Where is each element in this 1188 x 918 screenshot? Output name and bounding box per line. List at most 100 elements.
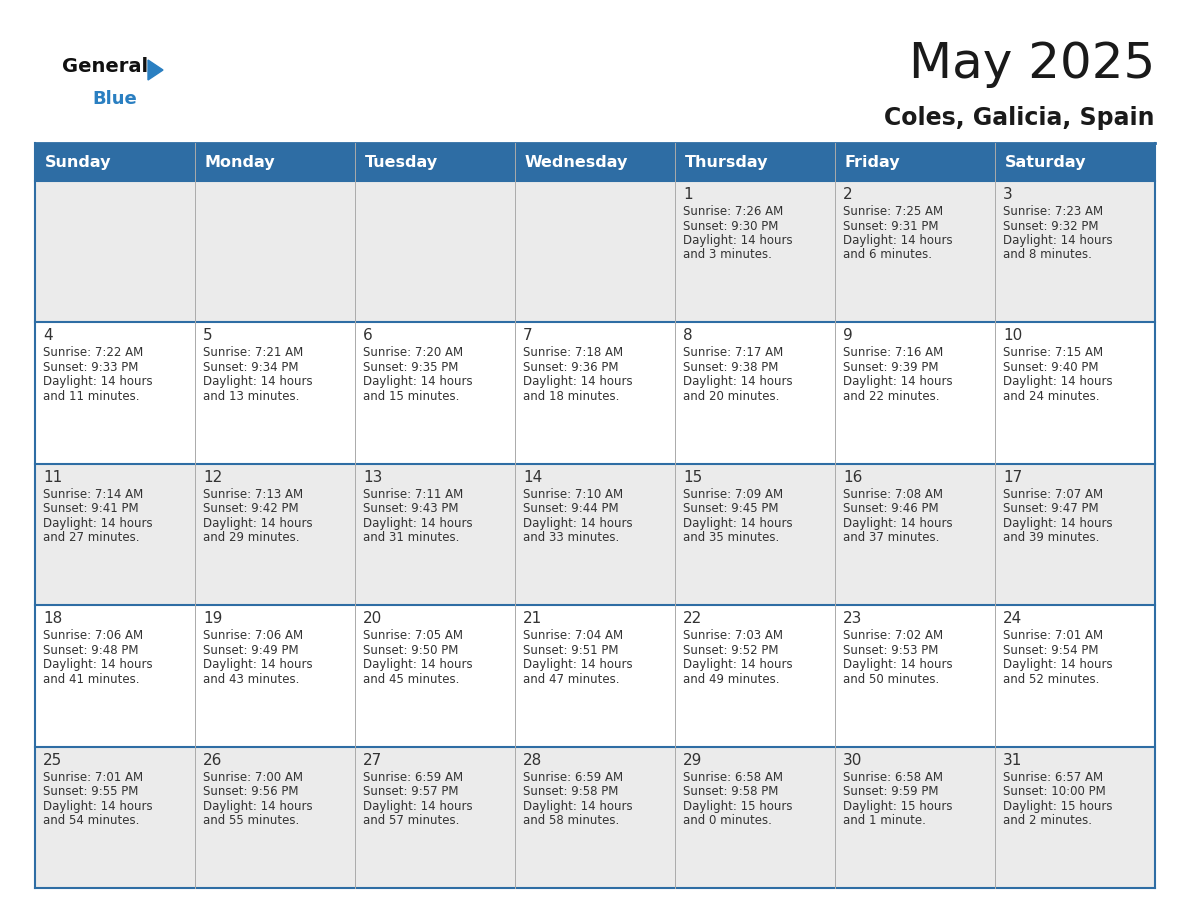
Text: Sunrise: 7:17 AM: Sunrise: 7:17 AM xyxy=(683,346,783,360)
Text: and 20 minutes.: and 20 minutes. xyxy=(683,390,779,403)
Text: and 39 minutes.: and 39 minutes. xyxy=(1003,532,1099,544)
Text: Daylight: 14 hours: Daylight: 14 hours xyxy=(523,517,633,530)
Text: Daylight: 14 hours: Daylight: 14 hours xyxy=(203,800,312,812)
Text: Sunset: 9:38 PM: Sunset: 9:38 PM xyxy=(683,361,778,374)
Text: 25: 25 xyxy=(43,753,62,767)
Bar xyxy=(34,181,1155,322)
Text: Daylight: 14 hours: Daylight: 14 hours xyxy=(683,658,792,671)
Text: Sunset: 9:58 PM: Sunset: 9:58 PM xyxy=(523,785,619,798)
Text: Sunset: 10:00 PM: Sunset: 10:00 PM xyxy=(1003,785,1106,798)
Text: Sunrise: 6:58 AM: Sunrise: 6:58 AM xyxy=(683,770,783,784)
Text: Sunrise: 7:06 AM: Sunrise: 7:06 AM xyxy=(203,629,303,643)
Text: and 47 minutes.: and 47 minutes. xyxy=(523,673,619,686)
Text: Daylight: 14 hours: Daylight: 14 hours xyxy=(1003,517,1113,530)
Text: 31: 31 xyxy=(1003,753,1023,767)
Text: and 3 minutes.: and 3 minutes. xyxy=(683,249,772,262)
Text: and 29 minutes.: and 29 minutes. xyxy=(203,532,299,544)
Text: Daylight: 14 hours: Daylight: 14 hours xyxy=(364,375,473,388)
Text: and 8 minutes.: and 8 minutes. xyxy=(1003,249,1092,262)
Text: Sunset: 9:48 PM: Sunset: 9:48 PM xyxy=(43,644,139,656)
Text: 1: 1 xyxy=(683,187,693,202)
Text: Daylight: 14 hours: Daylight: 14 hours xyxy=(843,517,953,530)
Text: May 2025: May 2025 xyxy=(909,40,1155,88)
Text: and 24 minutes.: and 24 minutes. xyxy=(1003,390,1100,403)
Text: Daylight: 14 hours: Daylight: 14 hours xyxy=(523,658,633,671)
Text: Sunset: 9:33 PM: Sunset: 9:33 PM xyxy=(43,361,138,374)
Text: Daylight: 14 hours: Daylight: 14 hours xyxy=(203,658,312,671)
Text: Daylight: 14 hours: Daylight: 14 hours xyxy=(43,800,152,812)
Text: and 41 minutes.: and 41 minutes. xyxy=(43,673,139,686)
Text: Sunset: 9:36 PM: Sunset: 9:36 PM xyxy=(523,361,619,374)
Text: Daylight: 15 hours: Daylight: 15 hours xyxy=(1003,800,1112,812)
Text: Blue: Blue xyxy=(91,90,137,108)
Text: Daylight: 14 hours: Daylight: 14 hours xyxy=(683,517,792,530)
Text: 13: 13 xyxy=(364,470,383,485)
Text: 4: 4 xyxy=(43,329,52,343)
Text: Sunset: 9:40 PM: Sunset: 9:40 PM xyxy=(1003,361,1099,374)
Bar xyxy=(34,143,1155,181)
Text: and 37 minutes.: and 37 minutes. xyxy=(843,532,940,544)
Text: Sunset: 9:54 PM: Sunset: 9:54 PM xyxy=(1003,644,1099,656)
Text: Sunset: 9:39 PM: Sunset: 9:39 PM xyxy=(843,361,939,374)
Text: 24: 24 xyxy=(1003,611,1022,626)
Text: 2: 2 xyxy=(843,187,853,202)
Text: and 52 minutes.: and 52 minutes. xyxy=(1003,673,1099,686)
Text: Sunrise: 7:11 AM: Sunrise: 7:11 AM xyxy=(364,487,463,501)
Bar xyxy=(34,322,1155,464)
Polygon shape xyxy=(148,60,163,80)
Text: Daylight: 14 hours: Daylight: 14 hours xyxy=(1003,234,1113,247)
Text: Sunset: 9:34 PM: Sunset: 9:34 PM xyxy=(203,361,298,374)
Text: 27: 27 xyxy=(364,753,383,767)
Text: and 22 minutes.: and 22 minutes. xyxy=(843,390,940,403)
Text: and 49 minutes.: and 49 minutes. xyxy=(683,673,779,686)
Text: Sunset: 9:35 PM: Sunset: 9:35 PM xyxy=(364,361,459,374)
Bar xyxy=(34,464,1155,605)
Text: Sunrise: 7:21 AM: Sunrise: 7:21 AM xyxy=(203,346,303,360)
Text: Sunset: 9:47 PM: Sunset: 9:47 PM xyxy=(1003,502,1099,515)
Text: Sunset: 9:50 PM: Sunset: 9:50 PM xyxy=(364,644,459,656)
Text: Daylight: 14 hours: Daylight: 14 hours xyxy=(1003,658,1113,671)
Text: Sunset: 9:45 PM: Sunset: 9:45 PM xyxy=(683,502,778,515)
Text: Daylight: 15 hours: Daylight: 15 hours xyxy=(683,800,792,812)
Text: Thursday: Thursday xyxy=(685,154,769,170)
Text: and 35 minutes.: and 35 minutes. xyxy=(683,532,779,544)
Text: and 55 minutes.: and 55 minutes. xyxy=(203,814,299,827)
Text: Daylight: 14 hours: Daylight: 14 hours xyxy=(1003,375,1113,388)
Text: Daylight: 14 hours: Daylight: 14 hours xyxy=(843,658,953,671)
Text: Sunset: 9:46 PM: Sunset: 9:46 PM xyxy=(843,502,939,515)
Text: 10: 10 xyxy=(1003,329,1022,343)
Text: Sunset: 9:52 PM: Sunset: 9:52 PM xyxy=(683,644,778,656)
Text: and 18 minutes.: and 18 minutes. xyxy=(523,390,619,403)
Text: Daylight: 14 hours: Daylight: 14 hours xyxy=(364,800,473,812)
Text: 14: 14 xyxy=(523,470,542,485)
Text: and 54 minutes.: and 54 minutes. xyxy=(43,814,139,827)
Text: Wednesday: Wednesday xyxy=(525,154,628,170)
Text: Sunrise: 7:23 AM: Sunrise: 7:23 AM xyxy=(1003,205,1104,218)
Text: 6: 6 xyxy=(364,329,373,343)
Text: 3: 3 xyxy=(1003,187,1012,202)
Text: Daylight: 14 hours: Daylight: 14 hours xyxy=(523,800,633,812)
Text: 9: 9 xyxy=(843,329,853,343)
Text: 11: 11 xyxy=(43,470,62,485)
Text: and 33 minutes.: and 33 minutes. xyxy=(523,532,619,544)
Text: Sunrise: 7:15 AM: Sunrise: 7:15 AM xyxy=(1003,346,1104,360)
Text: Daylight: 14 hours: Daylight: 14 hours xyxy=(43,375,152,388)
Text: and 57 minutes.: and 57 minutes. xyxy=(364,814,460,827)
Text: Sunrise: 6:57 AM: Sunrise: 6:57 AM xyxy=(1003,770,1104,784)
Text: Daylight: 14 hours: Daylight: 14 hours xyxy=(683,234,792,247)
Text: 5: 5 xyxy=(203,329,213,343)
Text: Sunset: 9:42 PM: Sunset: 9:42 PM xyxy=(203,502,298,515)
Text: Daylight: 14 hours: Daylight: 14 hours xyxy=(683,375,792,388)
Text: Daylight: 14 hours: Daylight: 14 hours xyxy=(203,375,312,388)
Text: Sunset: 9:31 PM: Sunset: 9:31 PM xyxy=(843,219,939,232)
Text: Sunrise: 7:08 AM: Sunrise: 7:08 AM xyxy=(843,487,943,501)
Text: and 58 minutes.: and 58 minutes. xyxy=(523,814,619,827)
Text: and 31 minutes.: and 31 minutes. xyxy=(364,532,460,544)
Text: and 15 minutes.: and 15 minutes. xyxy=(364,390,460,403)
Text: Friday: Friday xyxy=(845,154,901,170)
Text: and 11 minutes.: and 11 minutes. xyxy=(43,390,139,403)
Text: and 1 minute.: and 1 minute. xyxy=(843,814,925,827)
Text: Sunrise: 7:04 AM: Sunrise: 7:04 AM xyxy=(523,629,624,643)
Text: and 27 minutes.: and 27 minutes. xyxy=(43,532,139,544)
Text: Daylight: 14 hours: Daylight: 14 hours xyxy=(203,517,312,530)
